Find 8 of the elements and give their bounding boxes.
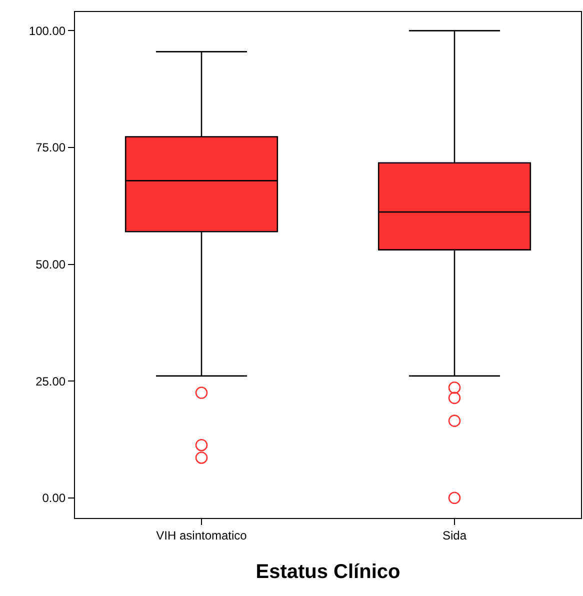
x-axis-title: Estatus Clínico — [256, 560, 400, 583]
y-tick-label: 75.00 — [36, 140, 66, 155]
y-tick-label: 0.00 — [42, 491, 66, 506]
x-tick-label: VIH asintomatico — [156, 528, 248, 542]
y-tick-label: 100.00 — [28, 24, 66, 38]
y-tick-label: 25.00 — [36, 374, 66, 388]
y-tick-label: 50.00 — [36, 258, 66, 272]
x-tick-label: Sida — [442, 528, 467, 542]
